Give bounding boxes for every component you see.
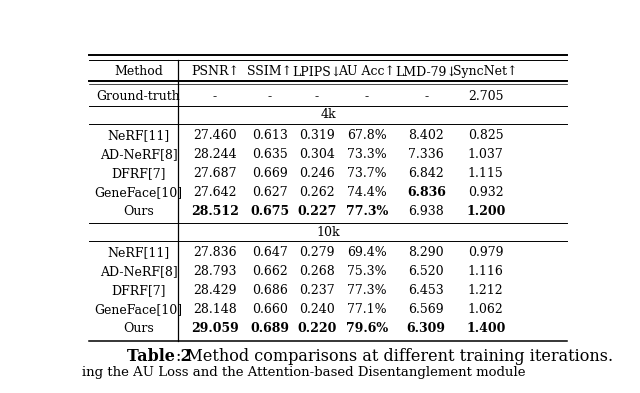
Text: 1.062: 1.062: [468, 303, 504, 316]
Text: 79.6%: 79.6%: [346, 322, 388, 335]
Text: 28.148: 28.148: [193, 303, 237, 316]
Text: 1.212: 1.212: [468, 284, 504, 297]
Text: 0.932: 0.932: [468, 186, 504, 199]
Text: 0.220: 0.220: [297, 322, 336, 335]
Text: 8.290: 8.290: [408, 246, 444, 259]
Text: Table 2: Table 2: [127, 348, 192, 365]
Text: 0.825: 0.825: [468, 129, 504, 142]
Text: 6.309: 6.309: [406, 322, 445, 335]
Text: 77.1%: 77.1%: [347, 303, 387, 316]
Text: 0.686: 0.686: [252, 284, 288, 297]
Text: ing the AU Loss and the Attention-based Disentanglement module: ing the AU Loss and the Attention-based …: [83, 366, 526, 379]
Text: 0.613: 0.613: [252, 129, 288, 142]
Text: 1.116: 1.116: [468, 265, 504, 278]
Text: 77.3%: 77.3%: [347, 284, 387, 297]
Text: 8.402: 8.402: [408, 129, 444, 142]
Text: 69.4%: 69.4%: [347, 246, 387, 259]
Text: SSIM↑: SSIM↑: [248, 66, 292, 79]
Text: 0.662: 0.662: [252, 265, 288, 278]
Text: -: -: [314, 90, 319, 103]
Text: 1.037: 1.037: [468, 148, 504, 161]
Text: 6.453: 6.453: [408, 284, 444, 297]
Text: 0.627: 0.627: [252, 186, 288, 199]
Text: 0.319: 0.319: [299, 129, 335, 142]
Text: 74.4%: 74.4%: [347, 186, 387, 199]
Text: 0.669: 0.669: [252, 167, 288, 180]
Text: 0.279: 0.279: [299, 246, 334, 259]
Text: -: -: [213, 90, 217, 103]
Text: 6.842: 6.842: [408, 167, 444, 180]
Text: Ours: Ours: [123, 205, 154, 218]
Text: 0.262: 0.262: [299, 186, 335, 199]
Text: 0.647: 0.647: [252, 246, 288, 259]
Text: 0.675: 0.675: [250, 205, 289, 218]
Text: 75.3%: 75.3%: [347, 265, 387, 278]
Text: Ground-truth: Ground-truth: [97, 90, 180, 103]
Text: 10k: 10k: [316, 226, 340, 239]
Text: DFRF[7]: DFRF[7]: [111, 284, 166, 297]
Text: LPIPS↓: LPIPS↓: [292, 66, 341, 79]
Text: Ours: Ours: [123, 322, 154, 335]
Text: 0.268: 0.268: [299, 265, 335, 278]
Text: -: -: [268, 90, 272, 103]
Text: 1.400: 1.400: [466, 322, 506, 335]
Text: 27.460: 27.460: [193, 129, 237, 142]
Text: PSNR↑: PSNR↑: [191, 66, 239, 79]
Text: 6.938: 6.938: [408, 205, 444, 218]
Text: GeneFace[10]: GeneFace[10]: [95, 186, 182, 199]
Text: 28.512: 28.512: [191, 205, 239, 218]
Text: : Method comparisons at different training iterations.: : Method comparisons at different traini…: [176, 348, 613, 365]
Text: LMD-79↓: LMD-79↓: [396, 66, 457, 79]
Text: 0.240: 0.240: [299, 303, 335, 316]
Text: 6.836: 6.836: [407, 186, 445, 199]
Text: SyncNet↑: SyncNet↑: [454, 66, 518, 79]
Text: 73.7%: 73.7%: [347, 167, 387, 180]
Text: NeRF[11]: NeRF[11]: [108, 246, 170, 259]
Text: 28.244: 28.244: [193, 148, 237, 161]
Text: 0.304: 0.304: [299, 148, 335, 161]
Text: 6.569: 6.569: [408, 303, 444, 316]
Text: 1.200: 1.200: [466, 205, 506, 218]
Text: Method: Method: [114, 66, 163, 79]
Text: 29.059: 29.059: [191, 322, 239, 335]
Text: 1.115: 1.115: [468, 167, 504, 180]
Text: 73.3%: 73.3%: [347, 148, 387, 161]
Text: GeneFace[10]: GeneFace[10]: [95, 303, 182, 316]
Text: AU Acc↑: AU Acc↑: [338, 66, 395, 79]
Text: 28.429: 28.429: [193, 284, 237, 297]
Text: 27.836: 27.836: [193, 246, 237, 259]
Text: 0.979: 0.979: [468, 246, 504, 259]
Text: 0.689: 0.689: [250, 322, 289, 335]
Text: 0.660: 0.660: [252, 303, 288, 316]
Text: 67.8%: 67.8%: [347, 129, 387, 142]
Text: DFRF[7]: DFRF[7]: [111, 167, 166, 180]
Text: 0.246: 0.246: [299, 167, 335, 180]
Text: NeRF[11]: NeRF[11]: [108, 129, 170, 142]
Text: 27.687: 27.687: [193, 167, 237, 180]
Text: 4k: 4k: [320, 108, 336, 121]
Text: 28.793: 28.793: [193, 265, 237, 278]
Text: 0.635: 0.635: [252, 148, 288, 161]
Text: 2.705: 2.705: [468, 90, 504, 103]
Text: AD-NeRF[8]: AD-NeRF[8]: [100, 148, 177, 161]
Text: AD-NeRF[8]: AD-NeRF[8]: [100, 265, 177, 278]
Text: -: -: [424, 90, 428, 103]
Text: 0.237: 0.237: [299, 284, 335, 297]
Text: 7.336: 7.336: [408, 148, 444, 161]
Text: 6.520: 6.520: [408, 265, 444, 278]
Text: -: -: [365, 90, 369, 103]
Text: 77.3%: 77.3%: [346, 205, 388, 218]
Text: 27.642: 27.642: [193, 186, 237, 199]
Text: 0.227: 0.227: [297, 205, 336, 218]
